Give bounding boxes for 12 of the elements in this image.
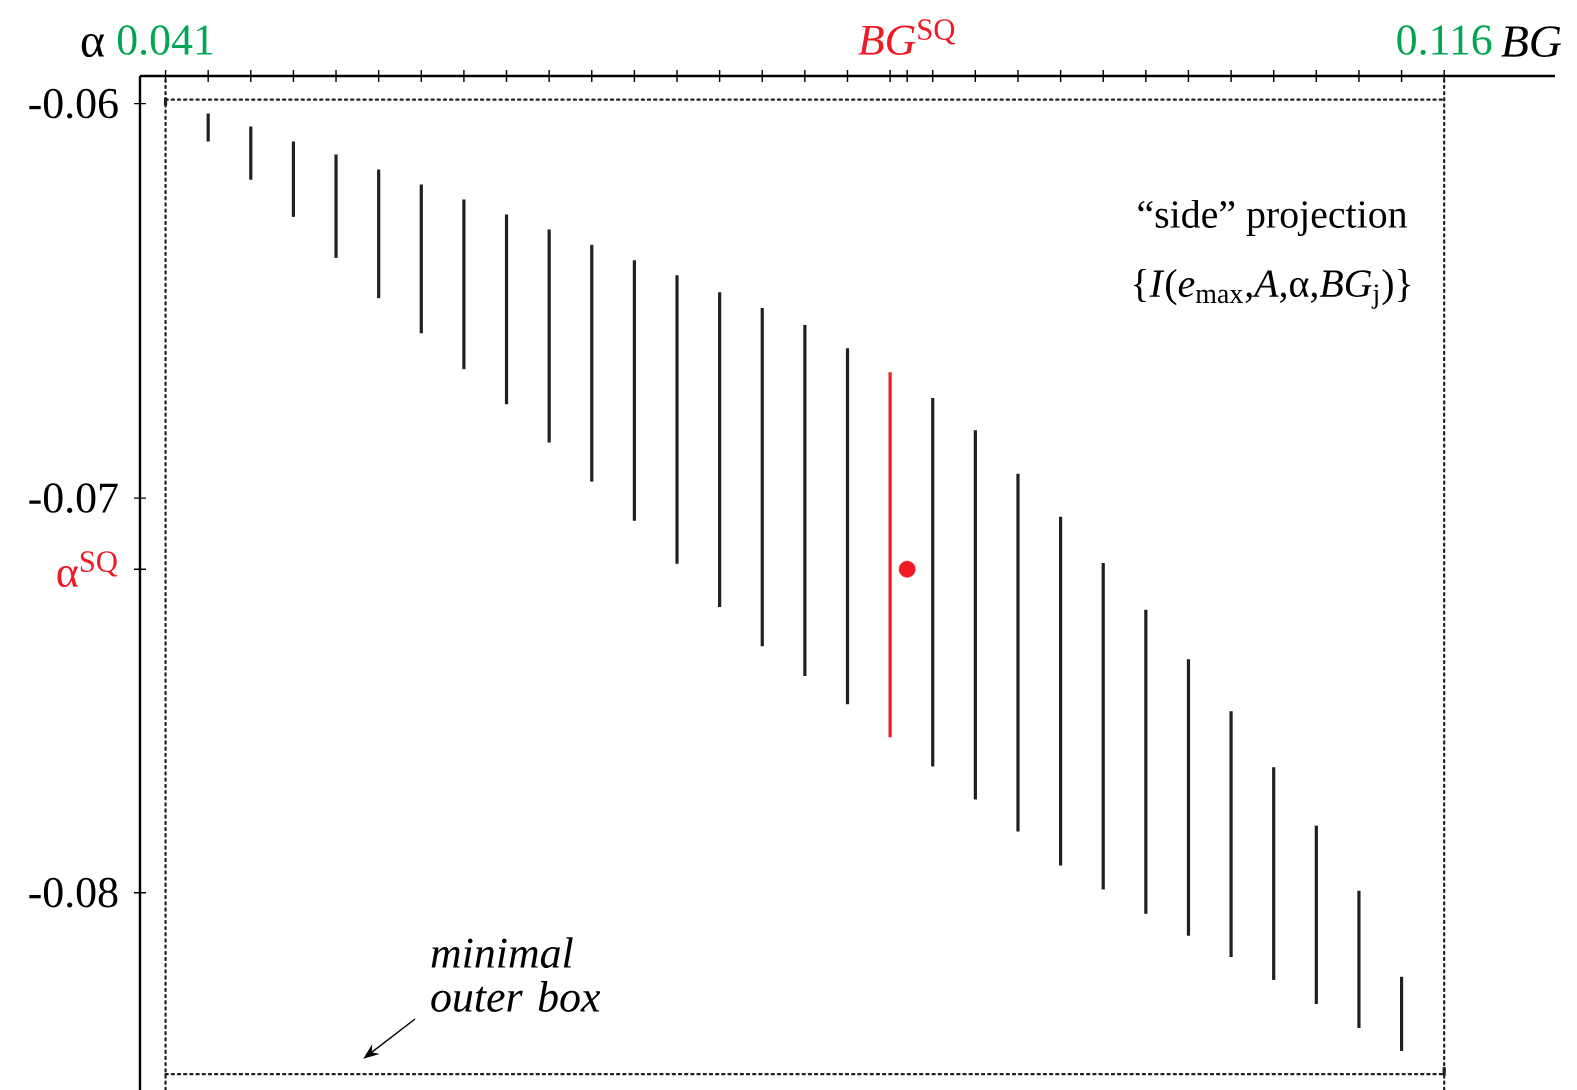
y-tick-label: -0.06 [29,88,118,119]
y-tick-label: -0.07 [29,483,118,514]
x-tick-label: 0.116 [1397,25,1492,56]
y-tick-label: α$^{SQ}$ [57,551,118,588]
x-tick-label: BG$^{SQ}$ [858,19,955,55]
x-axis-title: BG [1501,26,1561,57]
annotation: “side” projection [1138,199,1407,236]
y-tick-label: -0.08 [29,877,118,908]
x-tick-label: 0.041 [117,25,213,56]
text: {I(e$_{max}$,A,α,BG$_{j}$)} [1133,269,1411,309]
annotation: minimal outer box [431,937,601,1012]
y-axis-title: α [81,33,104,57]
